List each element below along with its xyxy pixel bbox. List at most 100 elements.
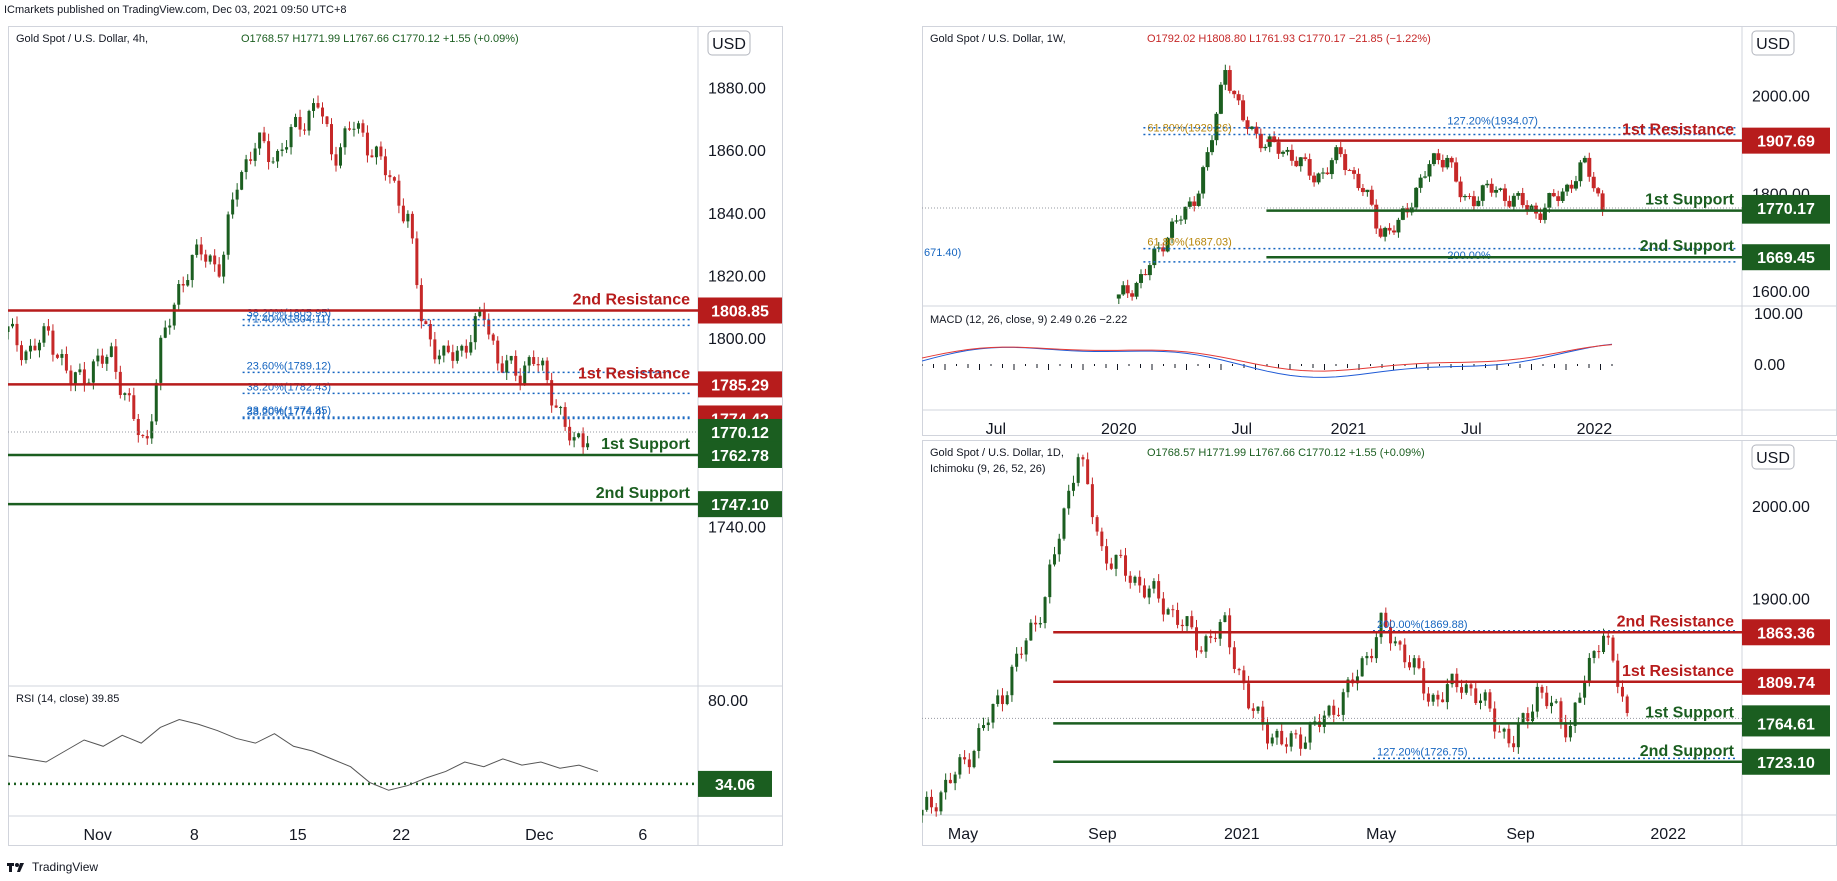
candle-body (1029, 622, 1033, 641)
candle-body (1218, 621, 1222, 639)
ohlc-values: O1768.57 H1771.99 L1767.66 C1770.12 +1.5… (241, 33, 519, 45)
candle-body (352, 128, 356, 130)
x-tick-label: 2021 (1331, 421, 1367, 436)
x-tick-label: 8 (190, 827, 199, 844)
candle-body (424, 321, 428, 324)
candle-body (1407, 662, 1411, 668)
candle-body (1218, 84, 1223, 114)
x-tick-label: Dec (525, 827, 553, 844)
candle-body (455, 350, 459, 361)
candle-body (177, 284, 181, 305)
candle-body (982, 725, 986, 729)
candle-body (1383, 227, 1388, 237)
candle-body (509, 355, 513, 361)
candle-body (1289, 733, 1293, 747)
candle-body (1205, 152, 1210, 168)
candle-body (1245, 120, 1250, 129)
candle-body (1312, 175, 1317, 183)
candle-body (1232, 647, 1236, 669)
candle-body (1214, 113, 1219, 141)
price-tag-value: 1762.78 (711, 448, 769, 465)
panel-border (922, 440, 1837, 846)
candle-body (1596, 188, 1601, 194)
macd-title: MACD (12, 26, close, 9) 2.49 0.26 −2.22 (930, 314, 1127, 326)
candle-body (1549, 702, 1553, 707)
candle-body (1187, 201, 1192, 207)
candle-body (500, 363, 504, 373)
candle-body (1038, 623, 1042, 625)
candle-body (1449, 157, 1454, 163)
candle-body (1152, 248, 1157, 266)
candle-body (1327, 705, 1331, 716)
candle-body (1450, 673, 1454, 685)
candle-body (1263, 146, 1268, 149)
price-tag (1742, 710, 1830, 737)
candle-body (1185, 616, 1189, 627)
tradingview-logo-icon (6, 861, 28, 873)
candle-body (1015, 653, 1019, 667)
candle-body (1412, 658, 1416, 668)
candle-body (1285, 149, 1290, 152)
candle-body (581, 433, 585, 448)
candle-body (1195, 627, 1199, 651)
candle-body (267, 141, 271, 163)
candle-body (1516, 722, 1520, 748)
x-tick-label: Nov (83, 827, 111, 844)
candle-body (1568, 725, 1572, 738)
candle-body (1551, 193, 1556, 197)
candle-body (1329, 160, 1334, 175)
candle-body (1241, 100, 1246, 121)
candle-body (1556, 196, 1561, 201)
level-label: 1st Resistance (1622, 663, 1734, 680)
x-tick-label: Sep (1088, 826, 1117, 843)
candle-body (1611, 637, 1615, 661)
panel-border (8, 26, 783, 846)
candle-body (442, 345, 446, 356)
candle-body (1176, 609, 1180, 625)
level-label: 1st Support (601, 436, 691, 453)
chart-gold-1d[interactable]: 2000.00 1900.00 May Sep 2021 May Sep 2022 200.00… (922, 440, 1837, 846)
candle-body (1569, 184, 1574, 189)
candle-body (195, 244, 199, 255)
candle-body (217, 264, 221, 277)
level-label: 1st Support (1645, 192, 1735, 209)
candle-body (51, 330, 55, 355)
x-tick-label: May (948, 826, 978, 843)
candle-body (1062, 508, 1066, 539)
candle-body (406, 213, 410, 222)
candle-body (1281, 151, 1286, 154)
x-tick-label: May (1366, 826, 1396, 843)
candle-body (1545, 692, 1549, 707)
chart-gold-4h[interactable]: 1880.00 1860.00 1840.00 1820.00 1800.00 1740.… (8, 26, 783, 846)
candle-body (410, 213, 414, 239)
price-tag-value: 1907.69 (1757, 134, 1815, 151)
candle-body (1483, 692, 1487, 701)
candle-body (1183, 206, 1188, 220)
candle-body (1343, 154, 1348, 171)
y-tick-label: 1600.00 (1752, 284, 1810, 301)
candle-body (1369, 189, 1374, 205)
candle-body (1109, 563, 1113, 569)
candle-body (1583, 683, 1587, 698)
candle-body (514, 355, 518, 376)
price-tag-value: 1863.36 (1757, 625, 1815, 642)
level-label: 2nd Support (1640, 238, 1735, 255)
candle-body (1445, 157, 1450, 168)
candle-body (1043, 597, 1047, 624)
candle-body (258, 132, 262, 149)
candle-body (316, 103, 320, 108)
candle-body (1538, 213, 1543, 220)
price-tag-value: 1770.12 (711, 425, 769, 442)
candle-body (1270, 737, 1274, 744)
candle-body (64, 354, 68, 371)
candle-body (1076, 457, 1080, 483)
candle-body (1352, 170, 1357, 174)
candle-body (1308, 722, 1312, 743)
candle-body (1209, 636, 1213, 638)
candle-body (1174, 220, 1179, 222)
candle-body (1294, 160, 1299, 167)
price-tag (1742, 127, 1830, 154)
candle-body (1121, 285, 1126, 295)
candle-body (8, 326, 10, 332)
